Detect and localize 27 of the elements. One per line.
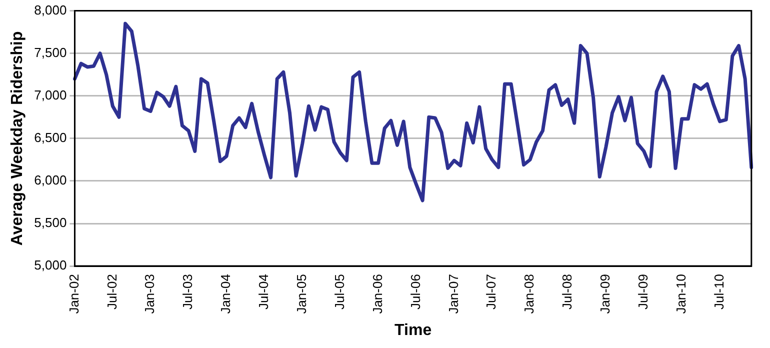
- x-tick-label: Jan-05: [294, 274, 309, 314]
- x-tick-label: Jan-07: [446, 274, 461, 314]
- x-tick-label: Jul-10: [711, 274, 726, 310]
- x-tick-label: Jul-02: [104, 274, 120, 310]
- x-tick-label: Jan-04: [218, 274, 234, 314]
- x-tick-label: Jan-06: [370, 274, 385, 314]
- x-tick-label: Jul-05: [332, 274, 347, 310]
- x-tick-label: Jul-09: [635, 274, 650, 310]
- x-tick-label: Jul-07: [484, 274, 499, 310]
- y-tick-label: 5,000: [34, 258, 67, 273]
- y-tick-label: 6,000: [34, 172, 67, 188]
- x-tick-label: Jan-10: [673, 274, 688, 314]
- x-tick-label: Jul-06: [408, 274, 423, 310]
- x-tick-label: Jan-02: [66, 274, 82, 314]
- y-tick-label: 6,500: [34, 130, 67, 146]
- x-axis-title: Time: [394, 322, 432, 339]
- x-tick-label: Jan-08: [522, 274, 537, 314]
- y-axis-title: Average Weekday Ridership: [9, 31, 26, 246]
- y-tick-label: 7,500: [34, 44, 67, 60]
- x-tick-label: Jan-09: [598, 274, 613, 314]
- x-tick-label: Jul-04: [256, 274, 272, 310]
- x-tick-label: Jan-03: [142, 274, 158, 314]
- x-tick-label: Jul-03: [180, 274, 196, 310]
- x-tick-label: Jul-08: [560, 274, 575, 310]
- y-tick-label: 7,000: [34, 87, 67, 102]
- y-tick-label: 8,000: [34, 2, 67, 18]
- y-tick-label: 5,500: [34, 215, 67, 230]
